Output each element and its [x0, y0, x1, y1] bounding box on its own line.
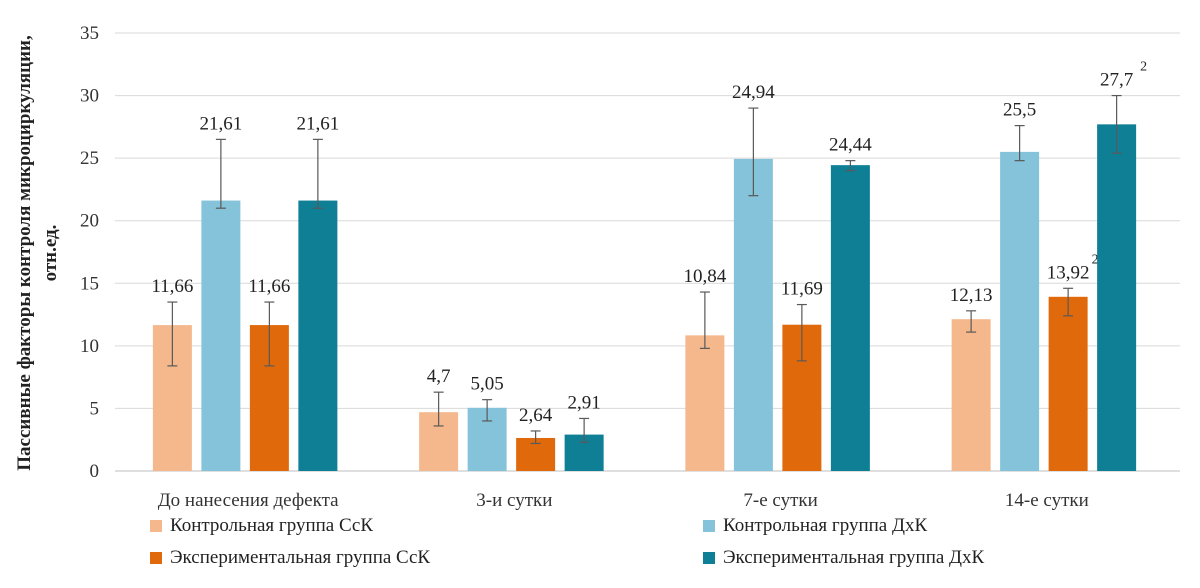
legend-swatch-experimental-dhk	[703, 552, 715, 564]
x-category-label: 3-и сутки	[476, 490, 552, 511]
bar	[1000, 151, 1040, 471]
data-label: 25,5	[1003, 100, 1036, 121]
bar	[201, 200, 241, 471]
bar	[733, 158, 773, 471]
y-tick-label: 35	[80, 23, 99, 44]
y-tick-label: 0	[90, 461, 100, 482]
y-tick-label: 15	[80, 273, 99, 294]
legend-swatch-control-dhk	[703, 520, 715, 532]
data-label-superscript: 2	[1092, 252, 1099, 267]
data-label: 10,84	[684, 266, 727, 287]
bar	[685, 335, 725, 471]
legend-label-control-dhk: Контрольная группа ДхК	[723, 515, 928, 536]
data-label: 12,13	[950, 285, 993, 306]
data-label: 21,61	[200, 113, 243, 134]
x-category-label: До нанесения дефекта	[158, 490, 339, 511]
bar	[1048, 296, 1088, 471]
y-tick-label: 10	[80, 336, 99, 357]
data-label: 11,66	[151, 276, 193, 297]
legend-swatch-control-ssk	[150, 520, 162, 532]
x-category-label: 7-е сутки	[743, 490, 817, 511]
y-axis-title-line-1: Пассивные факторы контроля микроциркуляц…	[14, 35, 35, 471]
data-label: 27,7	[1100, 70, 1133, 91]
x-category-label: 14-е сутки	[1005, 490, 1089, 511]
legend-swatch-experimental-ssk	[150, 552, 162, 564]
legend-item-experimental-dhk: Экспериментальная группа ДхК	[703, 547, 984, 569]
data-label: 4,7	[427, 366, 451, 387]
y-tick-label: 25	[80, 148, 99, 169]
data-label: 2,91	[568, 392, 601, 413]
data-label: 2,64	[519, 405, 553, 426]
legend-label-experimental-dhk: Экспериментальная группа ДхК	[723, 547, 985, 568]
y-tick-label: 20	[80, 211, 99, 232]
bar	[951, 319, 991, 471]
data-label: 11,69	[781, 279, 823, 300]
data-label-superscript: 2	[1140, 60, 1147, 75]
data-label: 5,05	[471, 374, 504, 395]
legend-item-control-dhk: Контрольная группа ДхК	[703, 515, 927, 537]
y-axis-title-line-2: отн.ед.	[40, 225, 61, 282]
data-label: 11,66	[248, 276, 290, 297]
bar	[830, 165, 870, 471]
bar	[1097, 124, 1137, 472]
legend-item-control-ssk: Контрольная группа СсК	[150, 515, 373, 537]
bar	[298, 200, 338, 471]
legend-label-control-ssk: Контрольная группа СсК	[170, 515, 373, 536]
legend-label-experimental-ssk: Экспериментальная группа СсК	[170, 547, 431, 568]
y-tick-label: 30	[80, 86, 99, 107]
data-label: 24,44	[829, 135, 872, 156]
data-label: 24,94	[732, 82, 775, 103]
data-label: 13,92	[1047, 262, 1090, 283]
legend-item-experimental-ssk: Экспериментальная группа СсК	[150, 547, 430, 569]
data-label: 21,61	[297, 113, 340, 134]
y-tick-label: 5	[90, 398, 100, 419]
